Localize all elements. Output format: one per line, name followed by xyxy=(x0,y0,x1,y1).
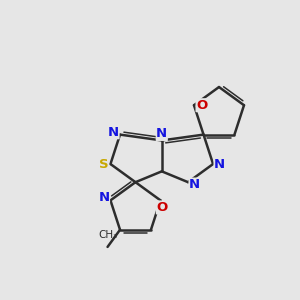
Text: N: N xyxy=(98,191,110,204)
Text: CH₃: CH₃ xyxy=(98,230,117,240)
Text: N: N xyxy=(108,126,119,139)
Text: S: S xyxy=(99,158,109,170)
Text: O: O xyxy=(156,201,168,214)
Text: N: N xyxy=(214,158,225,170)
Text: N: N xyxy=(156,128,167,140)
Text: N: N xyxy=(189,178,200,191)
Text: O: O xyxy=(196,99,207,112)
